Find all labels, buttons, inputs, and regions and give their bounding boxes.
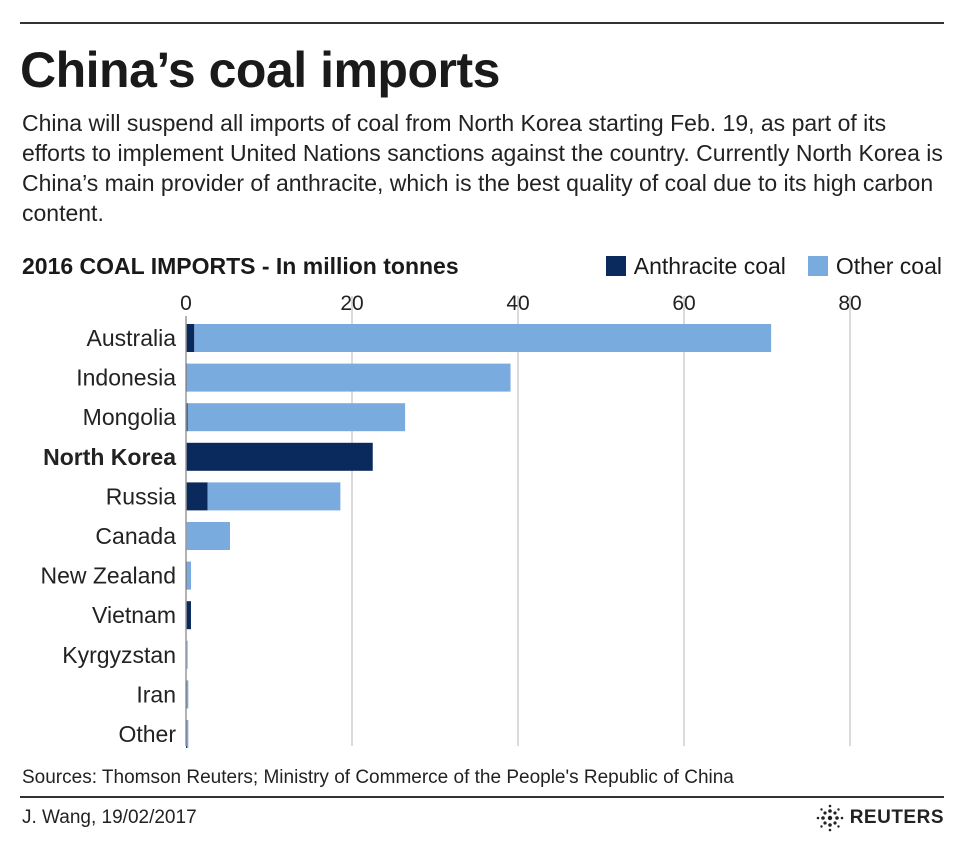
bar-indonesia-other (186, 363, 511, 392)
bar-australia-anthracite (186, 324, 195, 352)
bar-north-korea-anthracite (186, 442, 373, 471)
category-label-mongolia: Mongolia (83, 404, 177, 430)
legend-swatch-other (807, 256, 828, 276)
bar-australia-other (194, 324, 772, 352)
bar-mongolia-other (187, 403, 406, 432)
category-label-north-korea: North Korea (43, 444, 176, 470)
legend-item-other: Other coal (807, 252, 942, 280)
x-tick-label-40: 40 (506, 292, 529, 315)
x-tick-label-80: 80 (838, 292, 861, 315)
bar-russia-other (207, 482, 341, 511)
bar-mongolia-anthracite (186, 403, 188, 432)
category-label-kyrgyzstan: Kyrgyzstan (62, 642, 176, 668)
bar-kyrgyzstan-other (186, 640, 188, 669)
category-label-other: Other (118, 721, 176, 747)
credit-line: J. Wang, 19/02/2017 (22, 807, 197, 828)
brand-name: REUTERS (849, 807, 944, 828)
bar-other-other (186, 720, 189, 748)
chart-legend: Anthracite coal Other coal (584, 252, 942, 280)
x-tick-label-0: 0 (180, 292, 192, 315)
bar-new-zealand-other (186, 561, 191, 590)
x-tick-label-60: 60 (672, 292, 695, 315)
bar-chart: 0 20 40 60 80 Australia Indonesia Mongolia North… (40, 292, 862, 748)
category-label-vietnam: Vietnam (92, 602, 176, 628)
top-rule (20, 22, 944, 24)
category-label-russia: Russia (106, 483, 177, 509)
reuters-dots-icon (816, 804, 844, 832)
legend-label-anthracite: Anthracite coal (633, 253, 786, 279)
bottom-rule (20, 796, 944, 798)
bar-russia-anthracite (186, 482, 208, 511)
x-tick-label-20: 20 (340, 292, 363, 315)
category-label-iran: Iran (136, 681, 176, 707)
sources-note: Sources: Thomson Reuters; Ministry of Co… (22, 767, 734, 788)
category-label-indonesia: Indonesia (76, 365, 176, 391)
bar-iran-other (186, 680, 189, 709)
legend-item-anthracite: Anthracite coal (605, 252, 786, 280)
bar-vietnam-anthracite (186, 601, 191, 630)
description: China will suspend all imports of coal f… (22, 110, 943, 226)
chart-subtitle: 2016 COAL IMPORTS - In million tonnes (22, 253, 459, 279)
legend-label-other: Other coal (835, 253, 942, 279)
category-label-australia: Australia (87, 325, 177, 351)
page-title: China’s coal imports (20, 42, 500, 98)
category-label-new-zealand: New Zealand (40, 563, 176, 589)
bar-canada-other (186, 522, 230, 550)
legend-swatch-anthracite (605, 256, 626, 276)
category-label-canada: Canada (95, 523, 176, 549)
reuters-logo: REUTERS (816, 804, 944, 832)
